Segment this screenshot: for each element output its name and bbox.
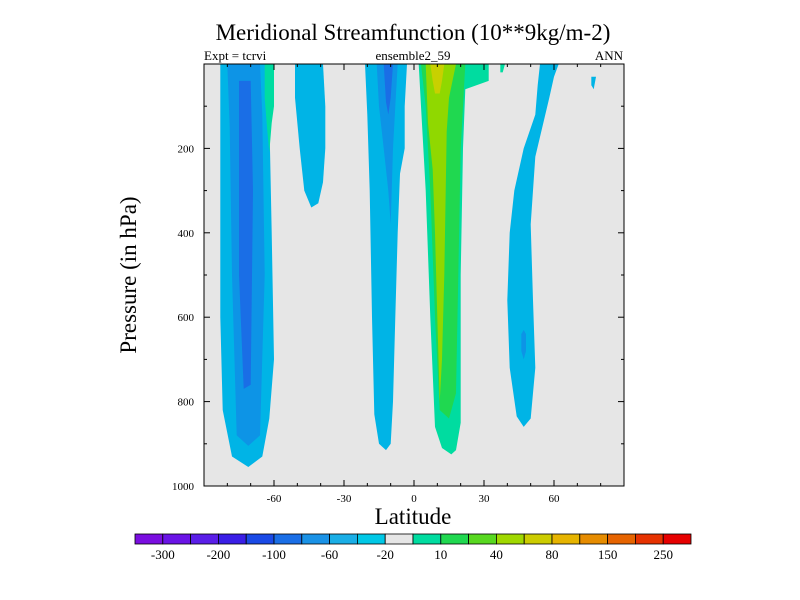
contour-nh-hadley-core: [430, 64, 445, 94]
contour-nh-polar-small: [591, 76, 596, 90]
y-tick-label: 400: [178, 228, 195, 240]
x-axis-label: Latitude: [375, 504, 452, 529]
colorbar-label: -60: [321, 547, 338, 562]
y-tick-label: 600: [178, 312, 195, 324]
colorbar-swatch: [245, 533, 275, 545]
colorbar-swatch: [635, 533, 664, 545]
colorbar-swatch: [523, 533, 553, 545]
contour-sh-cell-core: [239, 80, 253, 389]
colorbar-swatch: [273, 533, 303, 545]
contour-sh-mid-cell: [295, 64, 326, 208]
plot-background: [204, 64, 624, 486]
colorbar-swatch: [301, 533, 330, 545]
colorbar-label: -300: [151, 547, 175, 562]
x-tick-label: 60: [549, 493, 561, 505]
contour-sh-subtropic-cell: [365, 64, 407, 451]
chart-title: Meridional Streamfunction (10**9kg/m-2): [216, 20, 611, 45]
colorbar-swatch: [579, 533, 608, 545]
colorbar-swatch: [217, 533, 247, 545]
colorbar-swatch: [412, 533, 442, 545]
contour-nh-mid-cell: [507, 64, 559, 427]
colorbar-swatch: [384, 533, 414, 545]
x-tick-label: -60: [267, 493, 282, 505]
colorbar-label: 250: [653, 547, 673, 562]
colorbar-swatch: [662, 533, 692, 545]
y-tick-label: 800: [178, 397, 195, 409]
x-tick-label: 30: [479, 493, 491, 505]
axis-ticks: -60 -30 0 30 60 200 400 600 800 1000: [172, 64, 624, 505]
x-tick-label: 0: [411, 493, 417, 505]
colorbar-swatch: [607, 533, 636, 545]
contour-nh-mid-core: [521, 329, 526, 360]
colorbar-swatch: [495, 533, 525, 545]
season-label: ANN: [595, 48, 624, 63]
colorbar-label: 40: [490, 547, 503, 562]
ensemble-label: ensemble2_59: [375, 48, 450, 63]
colorbar-label: -200: [206, 547, 230, 562]
colorbar-label: -100: [262, 547, 286, 562]
colorbar-swatch: [162, 533, 192, 545]
contour-nh-subtropic-pos: [500, 64, 505, 73]
colorbar: -300 -200 -100 -60 -20 10 40 80 150 250: [134, 533, 692, 562]
colorbar-label: -20: [377, 547, 394, 562]
y-axis-label: Pressure (in hPa): [116, 196, 141, 353]
colorbar-swatch: [468, 533, 497, 545]
colorbar-swatch: [329, 533, 358, 545]
x-tick-label: -30: [337, 493, 352, 505]
colorbar-label: 150: [598, 547, 618, 562]
contour-layer: [220, 64, 596, 467]
contour-nh-hadley-inner: [425, 64, 456, 402]
colorbar-swatch: [551, 533, 581, 545]
contour-sh-subtropic-inner: [376, 64, 398, 225]
colorbar-swatch: [190, 533, 219, 545]
colorbar-label: 80: [546, 547, 559, 562]
contour-sh-high-lat-pos: [264, 64, 274, 153]
experiment-label: Expt = tcrvi: [204, 48, 267, 63]
y-tick-label: 200: [178, 143, 195, 155]
y-tick-label: 1000: [172, 481, 195, 493]
colorbar-label: 10: [434, 547, 447, 562]
colorbar-swatch: [134, 533, 164, 545]
contour-sh-subtropic-core: [383, 64, 393, 115]
colorbar-swatch: [440, 533, 469, 545]
colorbar-swatch: [356, 533, 386, 545]
